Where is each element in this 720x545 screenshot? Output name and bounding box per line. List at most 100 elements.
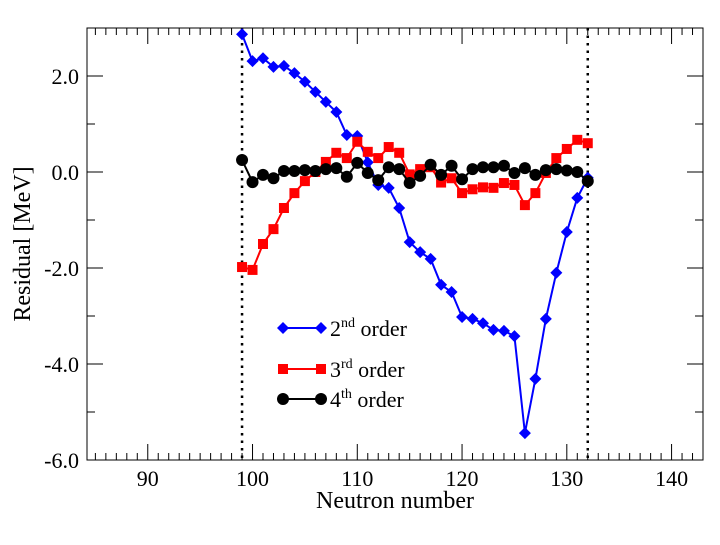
data-point xyxy=(456,173,469,186)
data-point xyxy=(278,203,289,213)
series-diamond xyxy=(236,28,594,440)
data-point xyxy=(341,153,352,164)
data-point xyxy=(403,236,416,249)
data-point xyxy=(424,252,437,265)
data-point xyxy=(246,55,259,68)
legend-label-order: 2 xyxy=(330,316,341,341)
data-point xyxy=(529,372,542,385)
data-point xyxy=(361,166,374,179)
data-point xyxy=(320,156,331,167)
data-point xyxy=(435,278,448,291)
data-point xyxy=(424,158,437,171)
data-point xyxy=(487,161,500,174)
data-point xyxy=(488,182,499,193)
data-point xyxy=(288,165,301,178)
data-point xyxy=(415,164,426,175)
data-point xyxy=(330,106,343,118)
data-point xyxy=(288,67,301,80)
data-point xyxy=(309,85,322,98)
data-point xyxy=(477,161,489,174)
data-point xyxy=(362,146,373,157)
data-point xyxy=(530,188,541,199)
data-point xyxy=(445,159,458,172)
data-point xyxy=(477,317,489,330)
legend-label: 3rd order xyxy=(330,357,405,382)
data-point xyxy=(403,177,416,190)
data-point xyxy=(445,286,458,298)
x-tick-label: 120 xyxy=(446,466,479,491)
legend-label-suffix: rd xyxy=(341,357,353,372)
data-point xyxy=(508,166,521,179)
data-point xyxy=(330,162,343,175)
data-point xyxy=(518,427,531,440)
data-point xyxy=(340,129,353,142)
legend-label-text: order xyxy=(352,387,405,412)
data-point xyxy=(582,138,593,149)
data-point xyxy=(550,163,563,176)
data-point xyxy=(351,156,364,169)
data-point xyxy=(497,159,510,172)
data-point xyxy=(508,330,521,343)
data-point xyxy=(581,175,594,188)
data-point xyxy=(478,182,488,193)
data-point xyxy=(257,168,269,181)
y-tick-label: 2.0 xyxy=(52,64,80,89)
x-tick-label: 110 xyxy=(341,466,373,491)
data-point xyxy=(550,266,563,279)
data-point xyxy=(309,165,322,178)
legend-label-text: order xyxy=(355,316,408,341)
data-point xyxy=(257,52,269,65)
data-point xyxy=(497,324,510,337)
data-point xyxy=(393,202,406,214)
data-point xyxy=(404,169,415,180)
data-point xyxy=(352,136,363,147)
legend-marker xyxy=(315,393,327,405)
data-point xyxy=(383,142,394,153)
y-tick-label: -4.0 xyxy=(44,352,79,377)
legend-label-suffix: th xyxy=(341,387,352,402)
data-point xyxy=(466,312,479,325)
legend-label-order: 4 xyxy=(330,387,341,412)
legend-marker xyxy=(278,364,288,374)
data-point xyxy=(561,143,572,154)
legend-marker xyxy=(316,364,326,374)
data-point xyxy=(277,59,290,72)
data-point xyxy=(393,163,406,176)
x-tick-label: 130 xyxy=(550,466,583,491)
legend-marker xyxy=(277,322,289,334)
data-point xyxy=(236,154,249,166)
data-point xyxy=(572,134,583,145)
data-point xyxy=(560,164,573,177)
x-tick-label: 100 xyxy=(236,466,269,491)
data-point xyxy=(299,176,310,187)
data-point xyxy=(466,163,479,176)
data-point xyxy=(571,166,584,178)
data-point xyxy=(435,168,448,181)
data-point xyxy=(258,239,268,249)
legend-label-order: 3 xyxy=(330,357,341,382)
legend-label-text: order xyxy=(353,357,406,382)
data-point xyxy=(298,75,311,88)
data-point xyxy=(267,60,280,73)
x-axis-label: Neutron number xyxy=(316,488,474,514)
data-point xyxy=(246,176,259,189)
data-point xyxy=(319,163,332,176)
plot-marks: 90 100 110 120 130 140 2.0 0.0 -2.0 -4.0 -6.0 2nd o… xyxy=(44,27,704,491)
y-axis-label: Residual [MeV] xyxy=(10,166,36,321)
data-point xyxy=(509,179,520,190)
data-point xyxy=(289,188,300,199)
x-tick-label: 140 xyxy=(655,466,688,491)
legend-marker xyxy=(315,322,327,334)
data-point xyxy=(236,28,249,41)
plot-frame xyxy=(86,27,704,461)
data-point xyxy=(382,161,395,174)
data-point xyxy=(529,168,542,181)
data-point xyxy=(414,246,427,259)
legend-label-suffix: nd xyxy=(341,316,355,331)
data-point xyxy=(340,170,353,183)
data-point xyxy=(571,191,584,204)
data-point xyxy=(456,310,469,323)
data-point xyxy=(467,184,478,195)
